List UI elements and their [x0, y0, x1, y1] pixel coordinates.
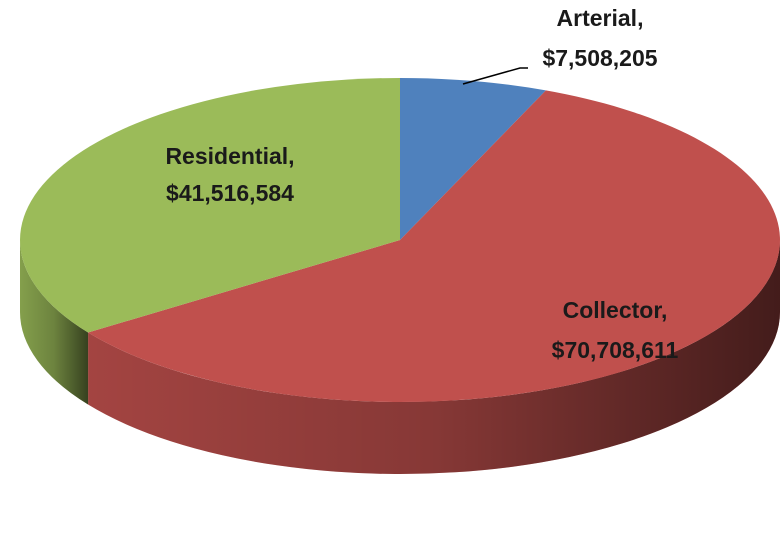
data-label-value: $41,516,584 — [166, 180, 294, 206]
data-label-name: Residential, — [165, 143, 294, 169]
data-label-value: $7,508,205 — [542, 45, 657, 71]
leader-line — [462, 67, 528, 85]
data-label-name: Collector, — [563, 297, 668, 323]
slice — [400, 78, 546, 240]
data-label-value: $70,708,611 — [552, 337, 679, 363]
data-label-name: Arterial, — [557, 5, 644, 31]
slice-side-shade — [88, 240, 780, 474]
slice — [19, 78, 400, 333]
slice — [88, 90, 780, 402]
slice-side-shade — [20, 240, 89, 405]
